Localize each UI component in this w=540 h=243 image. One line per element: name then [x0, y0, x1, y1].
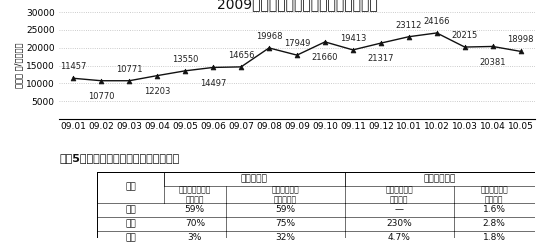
- Text: 3%: 3%: [187, 233, 202, 242]
- Text: 广州: 广州: [125, 233, 136, 242]
- Text: 1.8%: 1.8%: [483, 233, 505, 242]
- Text: 10771: 10771: [116, 65, 143, 74]
- Text: 二手住房成交
量环比跌幅: 二手住房成交 量环比跌幅: [271, 185, 299, 204]
- Text: 75%: 75%: [275, 219, 295, 228]
- Text: 2.8%: 2.8%: [483, 219, 505, 228]
- Text: 二手住房价格
环比跌幅: 二手住房价格 环比跌幅: [481, 185, 508, 204]
- Title: 2009年以来深圳各月商品住房销售均价: 2009年以来深圳各月商品住房销售均价: [217, 0, 377, 11]
- Text: 10770: 10770: [88, 92, 114, 101]
- Text: 24166: 24166: [423, 17, 450, 26]
- Text: —: —: [395, 205, 404, 214]
- Text: 新建住房价格
环比跌幅: 新建住房价格 环比跌幅: [386, 185, 413, 204]
- Text: 城市: 城市: [125, 183, 136, 192]
- Text: 1.6%: 1.6%: [483, 205, 505, 214]
- Text: 21660: 21660: [312, 53, 338, 62]
- Text: 32%: 32%: [275, 233, 295, 242]
- Text: 住房价格跌幅: 住房价格跌幅: [423, 175, 456, 184]
- Text: 北京: 北京: [125, 205, 136, 214]
- Text: 4.7%: 4.7%: [388, 233, 410, 242]
- Text: 59%: 59%: [185, 205, 205, 214]
- Text: 20215: 20215: [451, 31, 478, 40]
- Text: 59%: 59%: [275, 205, 295, 214]
- Text: 14656: 14656: [228, 51, 254, 60]
- Text: 19413: 19413: [340, 34, 366, 43]
- Text: 21317: 21317: [368, 54, 394, 63]
- Text: 230%: 230%: [386, 219, 412, 228]
- Y-axis label: （单位 元/平方米）: （单位 元/平方米）: [14, 43, 23, 88]
- Text: 19968: 19968: [256, 32, 282, 41]
- Text: 17949: 17949: [284, 39, 310, 48]
- Text: 18998: 18998: [508, 35, 534, 44]
- Text: 新建住房成交量
环比跌幅: 新建住房成交量 环比跌幅: [179, 185, 211, 204]
- Text: 23112: 23112: [396, 21, 422, 30]
- Text: 14497: 14497: [200, 78, 226, 87]
- Text: 12203: 12203: [144, 87, 171, 96]
- Text: 成交量跌幅: 成交量跌幅: [241, 175, 268, 184]
- Text: 13550: 13550: [172, 55, 198, 64]
- Text: 上海: 上海: [125, 219, 136, 228]
- Text: 70%: 70%: [185, 219, 205, 228]
- Text: 今年5月份国内一线城市房地产市场数据: 今年5月份国内一线城市房地产市场数据: [59, 153, 180, 163]
- Text: 11457: 11457: [60, 62, 86, 71]
- Text: 20381: 20381: [480, 58, 506, 67]
